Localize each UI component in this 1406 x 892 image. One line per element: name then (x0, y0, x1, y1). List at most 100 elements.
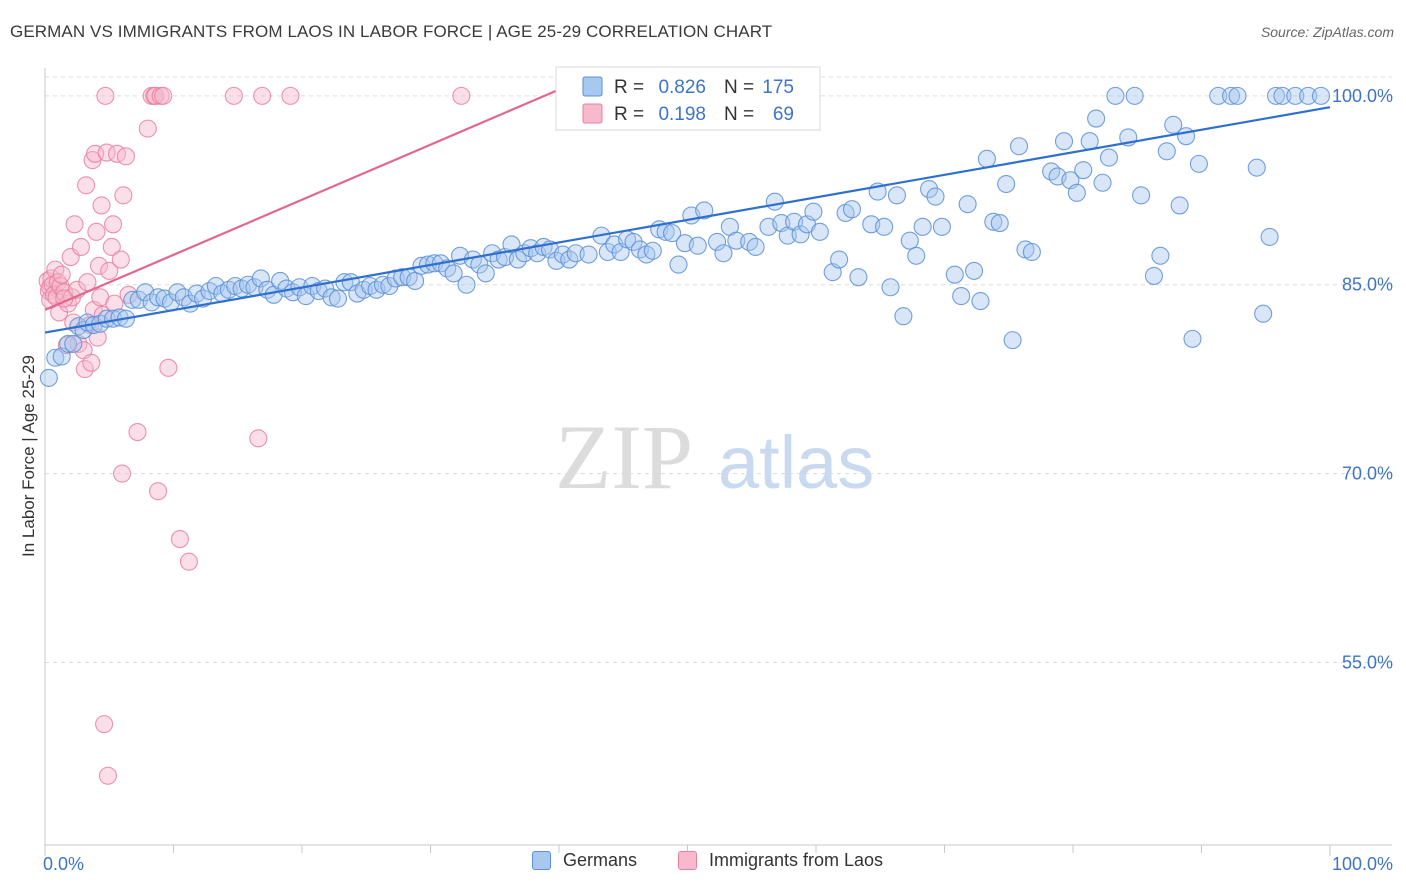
laos-point (116, 147, 136, 166)
laos-point (138, 119, 157, 138)
germans-point (965, 261, 984, 280)
trend-lines (44, 88, 1331, 334)
germans-point (977, 149, 996, 168)
germans-point (997, 174, 1016, 194)
x-tick-label-start: 0.0% (43, 854, 84, 874)
laos-point (87, 222, 106, 241)
germans-point (624, 232, 643, 251)
germans-point (708, 232, 727, 251)
series-germans-points (39, 86, 1331, 387)
stats-n-label: N = (724, 104, 754, 125)
germans-point (791, 225, 810, 244)
germans-point (1311, 86, 1331, 105)
germans-point (566, 244, 585, 263)
germans-point (1266, 86, 1286, 105)
laos-point (146, 86, 165, 105)
laos-point (52, 265, 71, 284)
germans-point (1299, 86, 1318, 105)
germans-point (932, 217, 951, 236)
germans-point (194, 289, 213, 308)
germans-point (1144, 266, 1164, 285)
germans-point (765, 192, 784, 211)
germans-point (328, 289, 348, 308)
germans-point (881, 278, 900, 297)
laos-point (249, 429, 268, 448)
laos-point (98, 766, 118, 785)
legend-item-germans[interactable]: Germans (532, 850, 637, 871)
laos-point (253, 86, 272, 105)
germans-point (1260, 227, 1279, 246)
germans-point (714, 244, 733, 263)
stats-n-value: 175 (762, 77, 794, 98)
laos-point (452, 86, 471, 105)
y-tick-label: 55.0% (1342, 652, 1393, 672)
germans-point (887, 186, 907, 205)
germans-point (913, 217, 932, 236)
laos-trend-line (44, 88, 560, 311)
germans-point (1228, 86, 1247, 105)
laos-point (113, 464, 132, 483)
legend-label-laos: Immigrants from Laos (709, 850, 884, 870)
germans-point (920, 180, 939, 199)
stats-n-value: 69 (773, 104, 794, 125)
laos-point (159, 358, 178, 377)
germans-point (695, 201, 714, 220)
laos-point (71, 237, 91, 257)
y-tick-label: 100.0% (1332, 86, 1393, 106)
germans-point (598, 242, 617, 262)
germans-point (1087, 109, 1106, 128)
germans-point (1247, 158, 1266, 177)
laos-point (111, 250, 130, 269)
germans-point (958, 195, 977, 214)
laos-point (102, 237, 121, 257)
stats-r-value: 0.198 (658, 104, 706, 125)
germans-point (1222, 86, 1241, 105)
germans-point (926, 187, 945, 206)
germans-point (380, 276, 399, 296)
series-laos-points (38, 86, 471, 785)
stats-swatch-blue (582, 76, 603, 97)
germans-point (1003, 331, 1022, 350)
germans-point (727, 231, 746, 250)
germans-point (271, 271, 290, 291)
germans-point (1067, 183, 1086, 202)
laos-point (92, 196, 111, 215)
laos-point (86, 144, 105, 163)
germans-point (59, 334, 78, 353)
germans-point (907, 246, 926, 265)
germans-point (830, 250, 849, 269)
legend-item-laos[interactable]: Immigrants from Laos (678, 850, 883, 871)
stats-legend: R = 0.826 N = 175 R = 0.198 N = 69 (555, 66, 821, 131)
laos-point (82, 353, 101, 372)
germans-point (1093, 173, 1112, 192)
laos-point (224, 86, 243, 105)
y-tick-label: 85.0% (1342, 275, 1393, 295)
germans-point (476, 264, 495, 283)
germans-point (669, 255, 688, 274)
germans-point (1209, 86, 1228, 105)
germans-point (984, 212, 1003, 231)
germans-point (663, 224, 682, 243)
stats-r-value: 0.826 (658, 77, 706, 98)
laos-point (128, 422, 147, 442)
germans-point (1106, 86, 1125, 105)
germans-point (1177, 127, 1196, 146)
y-tick-label: 70.0% (1342, 464, 1393, 484)
germans-point (971, 292, 990, 311)
germans-point (1254, 304, 1273, 323)
laos-point (77, 176, 96, 195)
germans-point (849, 268, 868, 287)
germans-point (688, 236, 707, 255)
laos-point (154, 86, 173, 105)
germans-point (1074, 161, 1093, 180)
germans-point (894, 307, 913, 326)
germans-point (1157, 142, 1176, 161)
stats-r-label: R = (614, 104, 644, 125)
laos-point (104, 215, 123, 234)
germans-point (746, 237, 765, 257)
germans-point (875, 217, 894, 236)
laos-point (100, 261, 119, 280)
germans-point (1022, 242, 1041, 262)
germans-point (322, 288, 341, 307)
germans-point (804, 202, 823, 221)
